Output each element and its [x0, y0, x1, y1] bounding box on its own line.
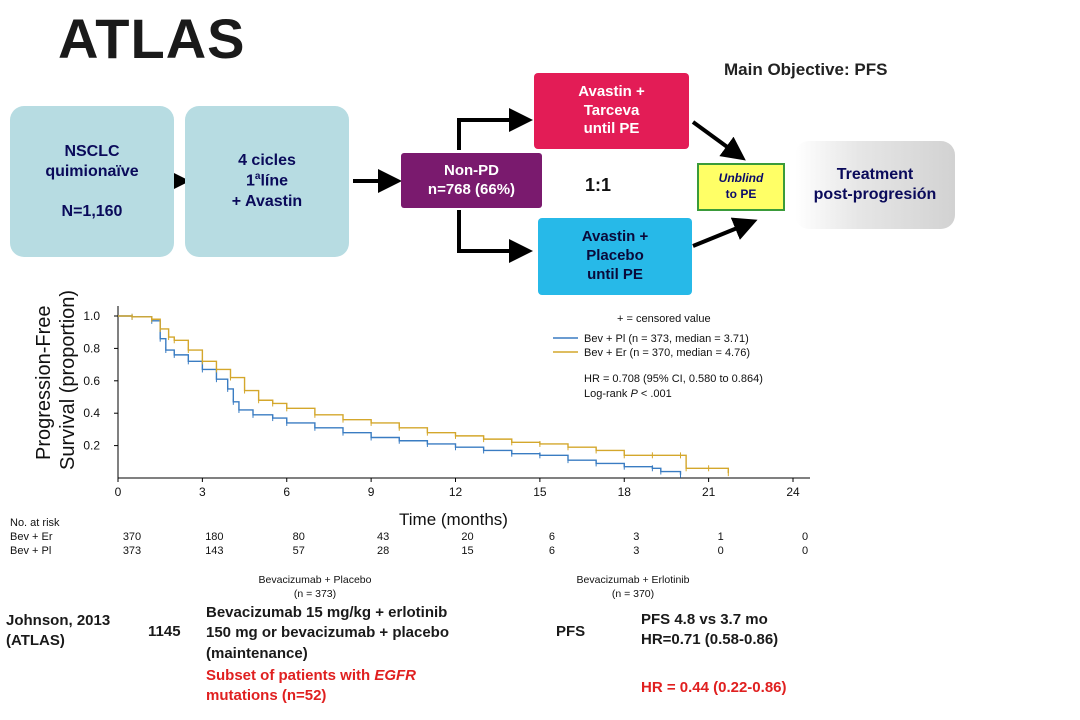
x-tick-label: 6	[283, 485, 290, 499]
unblind-line-1: Unblind	[718, 171, 764, 186]
arrow-tarceva-to-unblind	[691, 120, 746, 161]
x-tick-label: 18	[618, 485, 632, 499]
unblind-box: Unblind to PE	[697, 163, 785, 211]
legend-entry-pl: Bev + Pl (n = 373, median = 3.71)	[584, 333, 749, 345]
egfr-subset-hr: HR = 0.44 (0.22-0.86)	[641, 679, 787, 696]
arrow-placebo-to-unblind	[692, 217, 758, 248]
flow-arrows	[166, 108, 758, 263]
y-tick-label: 0.8	[83, 341, 100, 355]
study-n: 1145	[148, 623, 181, 640]
induction-line-2: 1alíne	[245, 171, 289, 190]
randomization-ratio: 1:1	[585, 175, 612, 195]
study-design: Bevacizumab 15 mg/kg + erlotinib 150 mg o…	[206, 604, 450, 662]
km-chart: 1.0 0.8 0.6 0.4 0.2 0 3 6 9 12 15 18 21 24 Progressi…	[33, 290, 810, 529]
induction-box: 4 cicles 1alíne + Avastin	[185, 106, 349, 257]
x-axis-label: Time (months)	[399, 510, 508, 529]
risk-cell: 6	[548, 545, 555, 557]
nonpd-box: Non-PD n=768 (66%)	[401, 153, 542, 208]
risk-cell: 0	[717, 545, 724, 557]
x-tick-label: 3	[199, 485, 206, 499]
risk-cell: 28	[377, 545, 390, 557]
y-tick-label: 0.6	[83, 374, 100, 388]
risk-cell: 15	[461, 545, 474, 557]
y-axis-label-line-1: Progression-Free	[33, 305, 55, 460]
x-tick-label: 21	[702, 485, 716, 499]
x-tick-label: 24	[786, 485, 800, 499]
x-tick-label: 15	[533, 485, 547, 499]
y-axis-label-line-2: Survival (proportion)	[57, 290, 79, 470]
induction-line-1: 4 cicles	[238, 152, 296, 170]
group-erlotinib-label: Bevacizumab + Erlotinib (n = 370)	[576, 574, 690, 601]
unblind-line-2: to PE	[725, 187, 757, 201]
risk-row-pl: Bev + Pl 373 143 57 28 15 6 3 0 0	[10, 545, 810, 559]
legend-entry-er: Bev + Er (n = 370, median = 4.76)	[584, 347, 750, 359]
risk-cell: 373	[122, 545, 142, 557]
arm-tarceva-box: Avastin + Tarceva until PE	[534, 73, 689, 149]
risk-cell: 0	[801, 545, 809, 557]
x-tick-label: 9	[368, 485, 375, 499]
group-placebo-label: Bevacizumab + Placebo (n = 373)	[258, 574, 372, 601]
study-endpoint: PFS	[556, 623, 586, 640]
arrow-nonpd-to-tarceva	[457, 108, 533, 150]
study-name: Johnson, 2013 (ATLAS)	[6, 612, 111, 650]
slide-title: ATLAS	[58, 7, 246, 70]
study-result: PFS 4.8 vs 3.7 mo HR=0.71 (0.58-0.86)	[641, 611, 779, 649]
induction-line-3: + Avastin	[231, 192, 303, 210]
risk-cell: 143	[205, 545, 224, 557]
risk-cell: 57	[292, 545, 305, 557]
arm-placebo-box: Avastin + Placebo until PE	[538, 218, 692, 295]
egfr-subset-label: Subset of patients with EGFR mutations (…	[206, 667, 417, 705]
y-tick-label: 1.0	[83, 309, 100, 323]
nsclc-box: NSCLC quimionaïve N=1,160	[10, 106, 174, 257]
arrow-nonpd-to-placebo	[457, 210, 533, 263]
risk-row-label: Bev + Pl	[10, 545, 52, 557]
risk-cell: 3	[633, 545, 640, 557]
treatment-box: Treatment post-progresión	[795, 141, 955, 229]
logrank-text: Log-rank P < .001	[584, 388, 672, 400]
legend-censored: + = censored value	[617, 313, 711, 325]
x-tick-label: 0	[115, 485, 122, 499]
y-tick-label: 0.4	[83, 406, 100, 420]
main-objective: Main Objective: PFS	[724, 60, 888, 79]
hazard-ratio-text: HR = 0.708 (95% CI, 0.580 to 0.864)	[584, 373, 763, 385]
y-tick-label: 0.2	[83, 439, 100, 453]
x-tick-label: 12	[449, 485, 463, 499]
